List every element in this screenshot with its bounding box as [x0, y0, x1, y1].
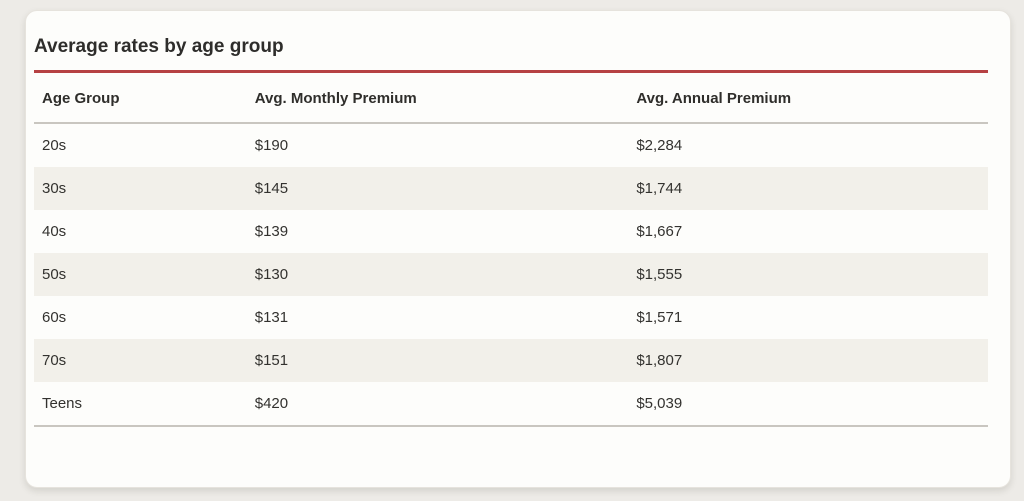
- cell-annual-premium: $5,039: [628, 382, 988, 427]
- cell-monthly-premium: $151: [254, 352, 289, 369]
- column-header-monthly-premium: Avg. Monthly Premium: [246, 73, 629, 124]
- cell-annual-premium: $1,744: [636, 180, 683, 197]
- table-body: 20s $190 $2,284 30s $145 $1,744 40s $139 $1,667 5…: [34, 123, 988, 427]
- cell-monthly-premium: $145: [254, 180, 289, 197]
- cell-age-group: 40s: [42, 223, 67, 240]
- cell-age-group: 20s: [42, 137, 67, 154]
- table-row: 50s $130 $1,555: [34, 253, 988, 296]
- cell-annual-premium: $1,667: [636, 223, 683, 240]
- accent-divider: [34, 70, 988, 73]
- cell-age-group: 60s: [42, 309, 67, 326]
- column-header-age-group: Age Group: [34, 73, 247, 124]
- cell-age-group: Teens: [34, 382, 247, 427]
- card-title: Average rates by age group: [34, 36, 284, 57]
- table-row: 40s $139 $1,667: [34, 210, 988, 253]
- table-row: Teens $420 $5,039: [34, 382, 988, 427]
- cell-annual-premium: $1,555: [636, 266, 683, 283]
- cell-age-group: 50s: [42, 266, 67, 283]
- rates-card: Average rates by age group Age Group Avg…: [25, 10, 1011, 488]
- cell-monthly-premium: $131: [254, 309, 289, 326]
- cell-annual-premium: $1,571: [636, 309, 683, 326]
- table-row: 30s $145 $1,744: [34, 167, 988, 210]
- cell-annual-premium: $2,284: [636, 137, 683, 154]
- cell-age-group: 70s: [42, 352, 67, 369]
- header-row: Age Group Avg. Monthly Premium Avg. Annu…: [34, 73, 988, 124]
- column-header-annual-premium: Avg. Annual Premium: [628, 73, 988, 124]
- cell-monthly-premium: $139: [254, 223, 289, 240]
- table-row: 70s $151 $1,807: [34, 339, 988, 382]
- table-row: 60s $131 $1,571: [34, 296, 988, 339]
- cell-monthly-premium: $190: [254, 137, 289, 154]
- table-header: Age Group Avg. Monthly Premium Avg. Annu…: [34, 73, 988, 124]
- cell-annual-premium: $1,807: [636, 352, 683, 369]
- cell-monthly-premium: $130: [254, 266, 289, 283]
- cell-monthly-premium: $420: [246, 382, 629, 427]
- cell-age-group: 30s: [42, 180, 67, 197]
- rates-table: Age Group Avg. Monthly Premium Avg. Annu…: [34, 73, 988, 427]
- table-row: 20s $190 $2,284: [34, 123, 988, 167]
